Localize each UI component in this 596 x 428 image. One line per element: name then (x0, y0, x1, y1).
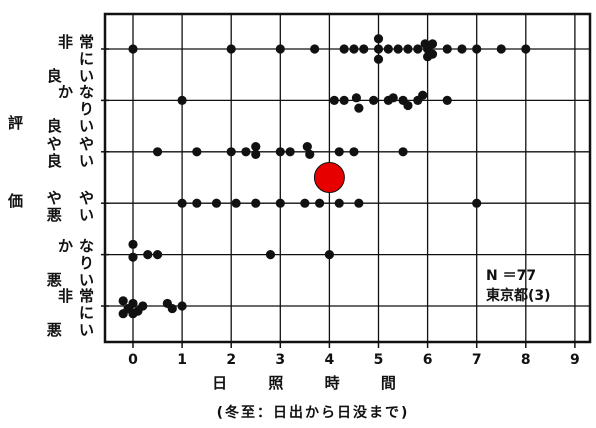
data-point (192, 147, 202, 157)
highlight-point (313, 162, 345, 193)
x-tick-label: 1 (177, 352, 187, 368)
data-point (285, 147, 295, 157)
data-point (373, 44, 384, 54)
category-label-fairly-bad: かなり悪 い (46, 237, 100, 289)
data-point (442, 44, 452, 54)
data-point (118, 309, 128, 319)
data-point (251, 142, 261, 152)
data-point (302, 142, 312, 152)
annotation-location: 東京都(3) (486, 288, 551, 304)
data-point (521, 44, 531, 54)
data-point (231, 198, 241, 208)
data-point (177, 301, 187, 311)
x-axis-subtitle: (冬至：日出から日没まで) (216, 405, 410, 421)
data-point (398, 147, 408, 157)
x-tick-label: 5 (374, 352, 384, 368)
data-point (192, 198, 202, 208)
data-point (324, 250, 334, 260)
data-point (177, 95, 187, 105)
data-point (152, 250, 163, 260)
data-point (418, 90, 428, 100)
data-point (334, 198, 344, 208)
x-tick-label: 3 (275, 352, 285, 368)
data-point (472, 198, 482, 208)
data-point (403, 100, 413, 111)
data-point (383, 44, 393, 54)
data-point (359, 44, 369, 54)
data-point (373, 34, 384, 44)
data-point (354, 198, 364, 208)
data-point (373, 54, 384, 64)
data-point (427, 49, 438, 59)
data-point (305, 149, 315, 159)
data-point (339, 44, 349, 54)
data-point (275, 198, 285, 208)
data-point (128, 44, 138, 54)
data-point (241, 147, 251, 157)
data-point (128, 298, 138, 309)
data-point (275, 147, 285, 157)
category-label-slightly-bad: や や悪 い (46, 189, 100, 224)
x-tick-label: 7 (472, 352, 482, 368)
data-point (128, 309, 138, 319)
data-point (310, 44, 320, 54)
data-point (251, 149, 261, 159)
chart-annotation: N ＝77 東京都(3) (486, 266, 551, 306)
data-point (265, 250, 276, 260)
data-point (349, 147, 359, 157)
data-point (314, 198, 325, 208)
data-point (211, 198, 222, 208)
data-point (251, 198, 261, 208)
data-point (300, 198, 310, 208)
x-axis-title: 日 照 時 間 (212, 374, 414, 392)
data-point (388, 93, 398, 103)
x-tick-label: 4 (325, 352, 335, 368)
data-point (329, 95, 339, 105)
data-point (403, 44, 413, 54)
x-tick-label: 0 (128, 352, 138, 368)
data-point (472, 44, 482, 54)
data-point (118, 296, 128, 306)
data-point (177, 198, 187, 208)
data-point (143, 250, 153, 260)
data-point (368, 95, 379, 105)
data-point (351, 93, 362, 103)
x-tick-label: 6 (423, 352, 433, 368)
annotation-sample-size: N ＝77 (486, 268, 537, 284)
x-tick-label: 8 (521, 352, 531, 368)
y-axis-title-2: 価 (8, 192, 24, 210)
data-point (226, 147, 236, 157)
data-point (138, 301, 148, 311)
data-point (128, 239, 138, 249)
data-point (442, 95, 452, 105)
data-point (413, 44, 423, 54)
x-tick-label: 2 (226, 352, 236, 368)
x-tick-label: 9 (570, 352, 580, 368)
data-point (152, 147, 163, 157)
data-point (427, 39, 438, 49)
plot-frame (103, 12, 592, 344)
data-point (354, 103, 364, 113)
data-point (226, 44, 236, 54)
data-point (167, 303, 177, 314)
data-point (339, 95, 349, 105)
data-point (128, 252, 138, 262)
data-point (334, 147, 344, 157)
category-label-very-good: 非常に良 い (46, 33, 100, 85)
category-label-very-bad: 非常に悪 い (46, 287, 100, 339)
data-point (349, 44, 359, 54)
data-point (457, 44, 467, 54)
category-label-fairly-good: かなり良 い (46, 83, 100, 135)
category-label-slightly-good: や や良 い (46, 135, 100, 170)
data-point (393, 44, 403, 54)
data-point (275, 44, 285, 54)
data-point (496, 44, 506, 54)
y-axis-title-1: 評 (8, 114, 24, 132)
